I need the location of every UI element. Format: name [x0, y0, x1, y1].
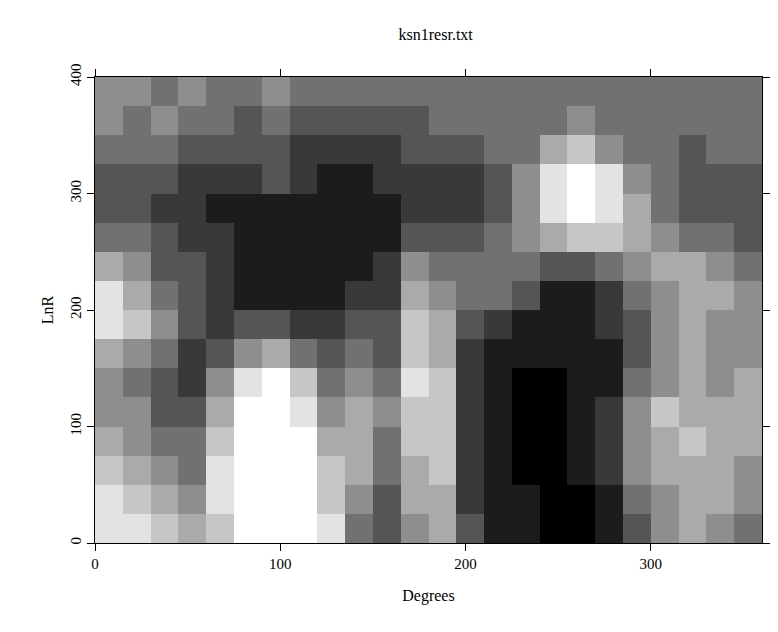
- svg-text:100: 100: [269, 556, 292, 572]
- svg-text:300: 300: [640, 556, 663, 572]
- svg-text:200: 200: [454, 556, 477, 572]
- svg-text:200: 200: [68, 297, 84, 320]
- svg-text:400: 400: [68, 64, 84, 87]
- svg-text:100: 100: [68, 413, 84, 436]
- svg-text:LnR: LnR: [39, 295, 56, 324]
- svg-text:Degrees: Degrees: [402, 587, 454, 605]
- svg-text:0: 0: [68, 537, 84, 545]
- svg-text:300: 300: [68, 180, 84, 203]
- svg-text:ksn1resr.txt: ksn1resr.txt: [399, 26, 474, 43]
- svg-text:0: 0: [91, 556, 99, 572]
